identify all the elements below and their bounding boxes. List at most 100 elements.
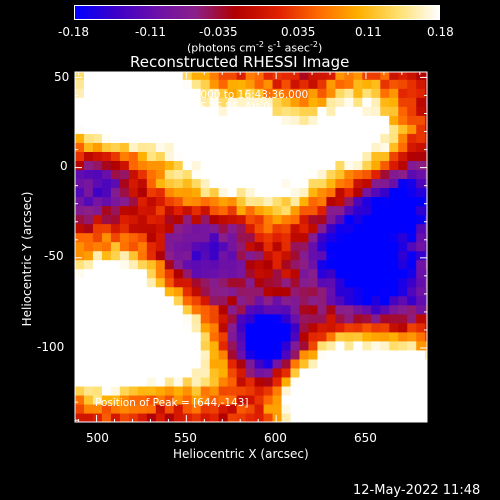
heatmap-cell (317, 331, 328, 342)
heatmap-cell (353, 187, 363, 198)
heatmap-cell (137, 349, 148, 360)
heatmap-cell (263, 349, 274, 360)
heatmap-cell (407, 322, 417, 333)
heatmap-cell (362, 205, 372, 216)
heatmap-cell (326, 358, 337, 369)
heatmap-cell (317, 151, 328, 162)
heatmap-cell (200, 412, 211, 422)
heatmap-cell (245, 133, 256, 143)
heatmap-cell (173, 223, 184, 234)
heatmap-cell (227, 394, 238, 405)
heatmap-cell (137, 232, 148, 243)
heatmap-cell (137, 133, 148, 143)
heatmap-cell (344, 403, 354, 414)
heatmap-cell (344, 223, 354, 234)
heatmap-cell (146, 358, 157, 369)
heatmap-cell (146, 79, 157, 89)
heatmap-cell (155, 376, 166, 387)
heatmap-cell (101, 214, 112, 225)
heatmap-cell (353, 304, 363, 315)
heatmap-cell (398, 340, 408, 351)
heatmap-cell (344, 142, 354, 152)
heatmap-cell (425, 358, 427, 369)
x-tick-label: 500 (86, 431, 109, 445)
heatmap-cell (137, 187, 148, 198)
heatmap-cell (308, 124, 319, 134)
heatmap-cell (389, 394, 399, 405)
heatmap-cell (182, 376, 193, 387)
heatmap-cell (110, 367, 121, 378)
heatmap-cell (245, 97, 256, 107)
heatmap-cell (245, 277, 256, 288)
heatmap-cell (245, 367, 256, 378)
heatmap-cell (290, 79, 301, 89)
heatmap-cell (353, 169, 363, 180)
heatmap-cell (155, 187, 166, 198)
heatmap-cell (308, 322, 319, 333)
heatmap-cell (75, 88, 85, 98)
heatmap-cell (254, 367, 265, 378)
heatmap-cell (416, 88, 426, 98)
heatmap-cell (380, 232, 390, 243)
heatmap-cell (146, 232, 157, 243)
heatmap-cell (236, 133, 247, 143)
heatmap-cell (218, 358, 229, 369)
heatmap-cell (110, 259, 121, 270)
heatmap-cell (389, 403, 399, 414)
heatmap-cell (101, 133, 112, 143)
heatmap-cell (245, 340, 256, 351)
heatmap-cell (344, 412, 354, 422)
heatmap-cell (92, 72, 103, 80)
heatmap-cell (209, 241, 220, 252)
heatmap-cell (146, 295, 157, 306)
heatmap-cell (83, 72, 94, 80)
heatmap-cell (155, 241, 166, 252)
heatmap-cell (182, 259, 193, 270)
heatmap-cell (164, 250, 175, 261)
heatmap-cell (398, 160, 408, 171)
heatmap-cell (281, 295, 292, 306)
heatmap-cell (353, 358, 363, 369)
heatmap-cell (326, 241, 337, 252)
heatmap-cell (182, 313, 193, 324)
heatmap-cell (353, 250, 363, 261)
heatmap-cell (290, 331, 301, 342)
heatmap-cell (272, 205, 283, 216)
heatmap-cell (353, 88, 363, 98)
heatmap-cell (335, 151, 345, 162)
heatmap-cell (344, 72, 354, 80)
heatmap-cell (101, 403, 112, 414)
heatmap-cell (128, 412, 139, 422)
colorbar-units-label: (photons cm-2 s-1 asec-2) (187, 40, 323, 55)
heatmap-cell (182, 214, 193, 225)
heatmap-cell (146, 142, 157, 152)
heatmap-cell (245, 88, 256, 98)
heatmap-cell (326, 385, 337, 396)
heatmap-cell (254, 295, 265, 306)
heatmap-cell (182, 169, 193, 180)
heatmap-cell (110, 169, 121, 180)
heatmap-cell (353, 178, 363, 189)
heatmap-cell (110, 106, 121, 116)
heatmap-cell (362, 178, 372, 189)
heatmap-cell (236, 88, 247, 98)
heatmap-cell (416, 412, 426, 422)
heatmap-cell (353, 115, 363, 125)
heatmap-cell (353, 205, 363, 216)
heatmap-cell (353, 142, 363, 152)
heatmap-cell (398, 304, 408, 315)
heatmap-cell (245, 412, 256, 422)
heatmap-cell (425, 133, 427, 143)
heatmap-cell (326, 304, 337, 315)
heatmap-cell (353, 340, 363, 351)
heatmap-cell (146, 349, 157, 360)
heatmap-cell (164, 124, 175, 134)
heatmap-cell (290, 241, 301, 252)
heatmap-cell (398, 205, 408, 216)
heatmap-cell (335, 79, 345, 89)
heatmap-cell (119, 196, 130, 207)
heatmap-cell (119, 133, 130, 143)
heatmap-cell (75, 412, 85, 422)
heatmap-cell (254, 106, 265, 116)
heatmap-cell (308, 403, 319, 414)
